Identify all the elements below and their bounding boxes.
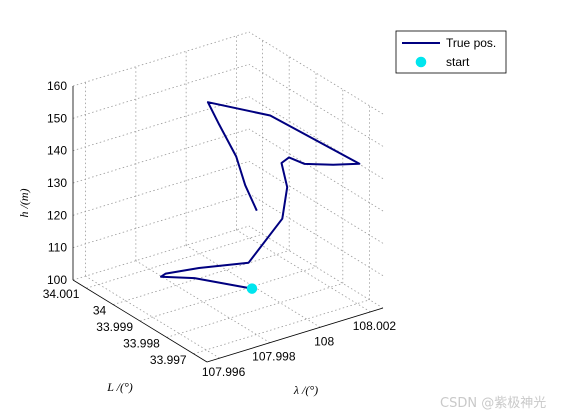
- x-axis-label: λ /(°): [293, 383, 318, 397]
- z-axis-label: h /(m): [17, 189, 31, 218]
- z-tick-label: 130: [47, 176, 67, 190]
- y-tick-label: 34.001: [43, 287, 80, 301]
- grid-layer: [72, 31, 384, 359]
- y-tick-label: 34: [93, 304, 107, 318]
- y-axis-label: L /(°): [106, 380, 133, 394]
- x-tick-label: 108.002: [353, 319, 397, 333]
- legend-marker-swatch: [415, 56, 427, 68]
- grid-line: [113, 250, 290, 305]
- grid-line: [72, 31, 250, 87]
- grid-line: [72, 63, 250, 119]
- y-tick-label: 33.998: [123, 336, 160, 350]
- grid-line: [236, 229, 371, 313]
- legend: True pos. start: [395, 30, 507, 74]
- x-tick-label: 108: [314, 334, 334, 348]
- legend-label-start: start: [446, 55, 470, 69]
- legend-box: [395, 30, 507, 74]
- grid-line: [193, 299, 370, 355]
- z-tick-label: 140: [47, 144, 67, 158]
- series-layer: [160, 101, 361, 294]
- z-tick-label: 150: [47, 111, 67, 125]
- z-tick-label: 110: [48, 241, 67, 255]
- x-axis-line: [206, 307, 384, 363]
- grid-line: [72, 160, 250, 216]
- grid-line: [72, 128, 250, 184]
- z-tick-label: 100: [47, 273, 67, 287]
- x-tick-label: 107.996: [202, 365, 246, 379]
- z-tick-label: 120: [47, 208, 67, 222]
- grid-line: [86, 233, 263, 289]
- legend-label-true-pos: True pos.: [446, 36, 496, 50]
- true-pos-line: [160, 101, 361, 290]
- y-axis-line: [72, 279, 208, 363]
- y-tick-label: 33.999: [96, 320, 133, 334]
- x-tick-label: 107.998: [252, 350, 296, 364]
- z-tick-label: 160: [47, 79, 67, 93]
- grid-line: [72, 225, 250, 281]
- watermark: CSDN @紫极神光: [440, 396, 546, 411]
- tick-labels: 100 110 120 130 140 150 160 33.997 33.998 33.999 3…: [43, 79, 397, 379]
- grid-line: [72, 193, 250, 249]
- axis-edges: [72, 86, 384, 363]
- grid-line: [139, 266, 317, 322]
- start-marker: [246, 283, 258, 294]
- grid-line: [166, 283, 343, 338]
- y-tick-label: 33.997: [150, 353, 187, 367]
